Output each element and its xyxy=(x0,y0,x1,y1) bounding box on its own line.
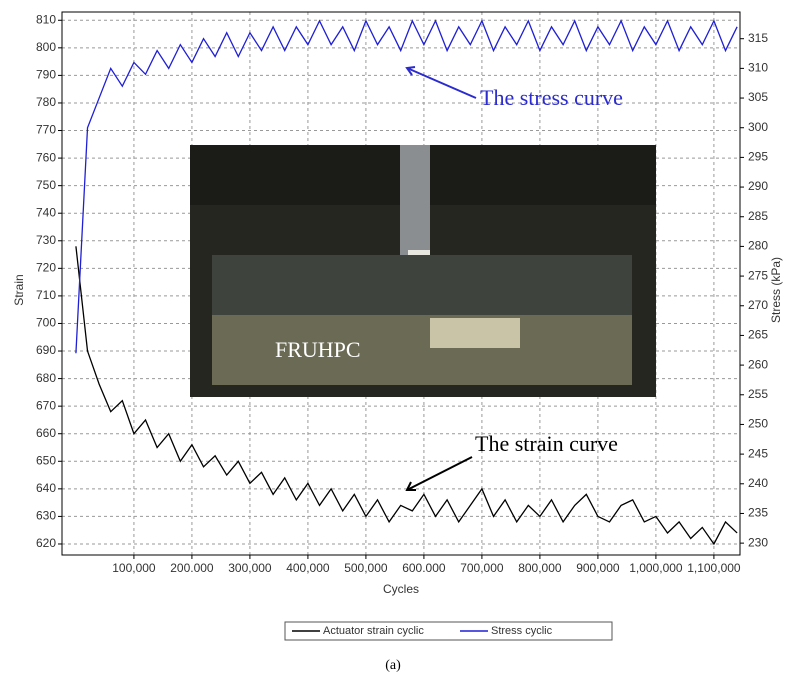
y2-tick-label: 275 xyxy=(748,268,768,282)
inset-label: FRUHPC xyxy=(275,337,361,362)
series-line xyxy=(75,246,738,546)
x-axis-label: Cycles xyxy=(383,582,419,596)
y-tick-label: 700 xyxy=(36,316,56,330)
y-tick-label: 650 xyxy=(36,453,56,467)
y2-tick-label: 310 xyxy=(748,61,768,75)
y2-tick-label: 315 xyxy=(748,31,768,45)
y-tick-label: 630 xyxy=(36,509,56,523)
y-tick-label: 770 xyxy=(36,123,56,137)
arrow xyxy=(406,456,473,491)
x-tick-label: 600.000 xyxy=(402,561,446,575)
x-tick-label: 1,100,000 xyxy=(687,561,741,575)
series-line xyxy=(75,19,738,354)
y2-tick-label: 280 xyxy=(748,239,768,253)
y-tick-label: 760 xyxy=(36,150,56,164)
y-tick-label: 740 xyxy=(36,205,56,219)
y-tick-label: 810 xyxy=(36,12,56,26)
y-axis-label: Strain xyxy=(12,274,26,305)
arrow xyxy=(406,67,477,99)
y-tick-label: 720 xyxy=(36,261,56,275)
y2-axis-label: Stress (kPa) xyxy=(769,257,783,323)
y2-tick-label: 265 xyxy=(748,328,768,342)
y-tick-label: 620 xyxy=(36,536,56,550)
y-tick-label: 790 xyxy=(36,68,56,82)
legend xyxy=(284,621,613,641)
annotation: The strain curve xyxy=(475,431,618,456)
y-tick-label: 710 xyxy=(36,288,56,302)
y-tick-label: 640 xyxy=(36,481,56,495)
x-tick-label: 200.000 xyxy=(170,561,214,575)
x-tick-label: 300,000 xyxy=(228,561,272,575)
y-tick-label: 680 xyxy=(36,371,56,385)
legend-label: Actuator strain cyclic xyxy=(323,625,424,637)
y2-tick-label: 240 xyxy=(748,476,768,490)
y2-tick-label: 295 xyxy=(748,150,768,164)
photo-slab xyxy=(212,315,632,385)
y-tick-label: 690 xyxy=(36,343,56,357)
y2-tick-label: 300 xyxy=(748,120,768,134)
y-tick-label: 730 xyxy=(36,233,56,247)
y-tick-label: 750 xyxy=(36,178,56,192)
x-tick-label: 100,000 xyxy=(112,561,156,575)
y2-tick-label: 305 xyxy=(748,90,768,104)
y2-tick-label: 245 xyxy=(748,446,768,460)
photo-plate xyxy=(212,255,632,315)
x-tick-label: 900,000 xyxy=(576,561,620,575)
caption: (a) xyxy=(385,658,401,673)
plot-frame xyxy=(61,11,741,556)
x-tick-label: 500,000 xyxy=(344,561,388,575)
y2-tick-label: 255 xyxy=(748,387,768,401)
x-tick-label: 700,000 xyxy=(460,561,504,575)
y-tick-label: 800 xyxy=(36,40,56,54)
y-tick-label: 780 xyxy=(36,95,56,109)
inset-photo: FRUHPC xyxy=(190,145,656,397)
y2-tick-label: 285 xyxy=(748,209,768,223)
arrow-head xyxy=(405,66,416,76)
y2-tick-label: 235 xyxy=(748,506,768,520)
x-tick-label: 400,000 xyxy=(286,561,330,575)
y2-tick-label: 290 xyxy=(748,179,768,193)
legend-label: Stress cyclic xyxy=(491,625,553,637)
annotation: The stress curve xyxy=(480,85,623,110)
y2-tick-label: 230 xyxy=(748,535,768,549)
y2-tick-label: 250 xyxy=(748,417,768,431)
arrow-head xyxy=(405,481,416,491)
y-tick-label: 660 xyxy=(36,426,56,440)
y-tick-label: 670 xyxy=(36,398,56,412)
x-tick-label: 800,000 xyxy=(518,561,562,575)
photo-crack xyxy=(430,318,520,348)
y2-tick-label: 260 xyxy=(748,357,768,371)
y2-tick-label: 270 xyxy=(748,298,768,312)
x-tick-label: 1,000,000 xyxy=(629,561,683,575)
